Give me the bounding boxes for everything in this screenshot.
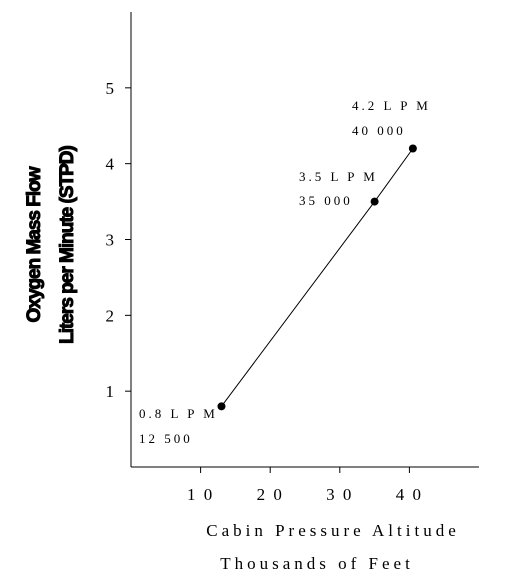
annotation-flow-label: 3.5 L P M bbox=[299, 169, 378, 184]
y-axis-title-line2: Liters per Minute (STPD) bbox=[57, 145, 78, 343]
data-point bbox=[371, 198, 379, 206]
x-axis-title-line2: Thousands of Feet bbox=[220, 554, 414, 573]
x-tick-label: 2 0 bbox=[257, 485, 284, 504]
annotation-altitude-label: 40 000 bbox=[352, 123, 406, 138]
x-ticks: 1 0 2 0 3 0 4 0 bbox=[187, 467, 423, 504]
annotations: 0.8 L P M 12 500 3.5 L P M 35 000 4.2 L P M 4… bbox=[139, 98, 431, 446]
x-tick-label: 1 0 bbox=[187, 485, 214, 504]
y-axis-title-line1: Oxygen Mass Flow bbox=[24, 166, 45, 322]
x-axis-title-line1: Cabin Pressure Altitude bbox=[206, 521, 459, 540]
annotation-altitude-label: 35 000 bbox=[299, 193, 353, 208]
data-point bbox=[409, 145, 417, 153]
y-ticks: 1 2 3 4 5 bbox=[106, 79, 132, 401]
annotation-flow-label: 4.2 L P M bbox=[352, 98, 431, 113]
y-tick-label: 2 bbox=[106, 306, 117, 325]
y-tick-label: 5 bbox=[106, 79, 117, 98]
axes bbox=[131, 12, 479, 467]
y-tick-label: 4 bbox=[106, 155, 117, 174]
x-tick-label: 4 0 bbox=[396, 485, 423, 504]
y-tick-label: 1 bbox=[106, 382, 117, 401]
series-line bbox=[221, 149, 412, 407]
y-axis-title: Oxygen Mass Flow Liters per Minute (STPD… bbox=[24, 145, 78, 343]
annotation-altitude-label: 12 500 bbox=[139, 431, 193, 446]
annotation-flow-label: 0.8 L P M bbox=[139, 406, 218, 421]
y-tick-label: 3 bbox=[106, 231, 117, 250]
data-series bbox=[217, 145, 416, 411]
x-tick-label: 3 0 bbox=[326, 485, 353, 504]
data-point bbox=[217, 402, 225, 410]
